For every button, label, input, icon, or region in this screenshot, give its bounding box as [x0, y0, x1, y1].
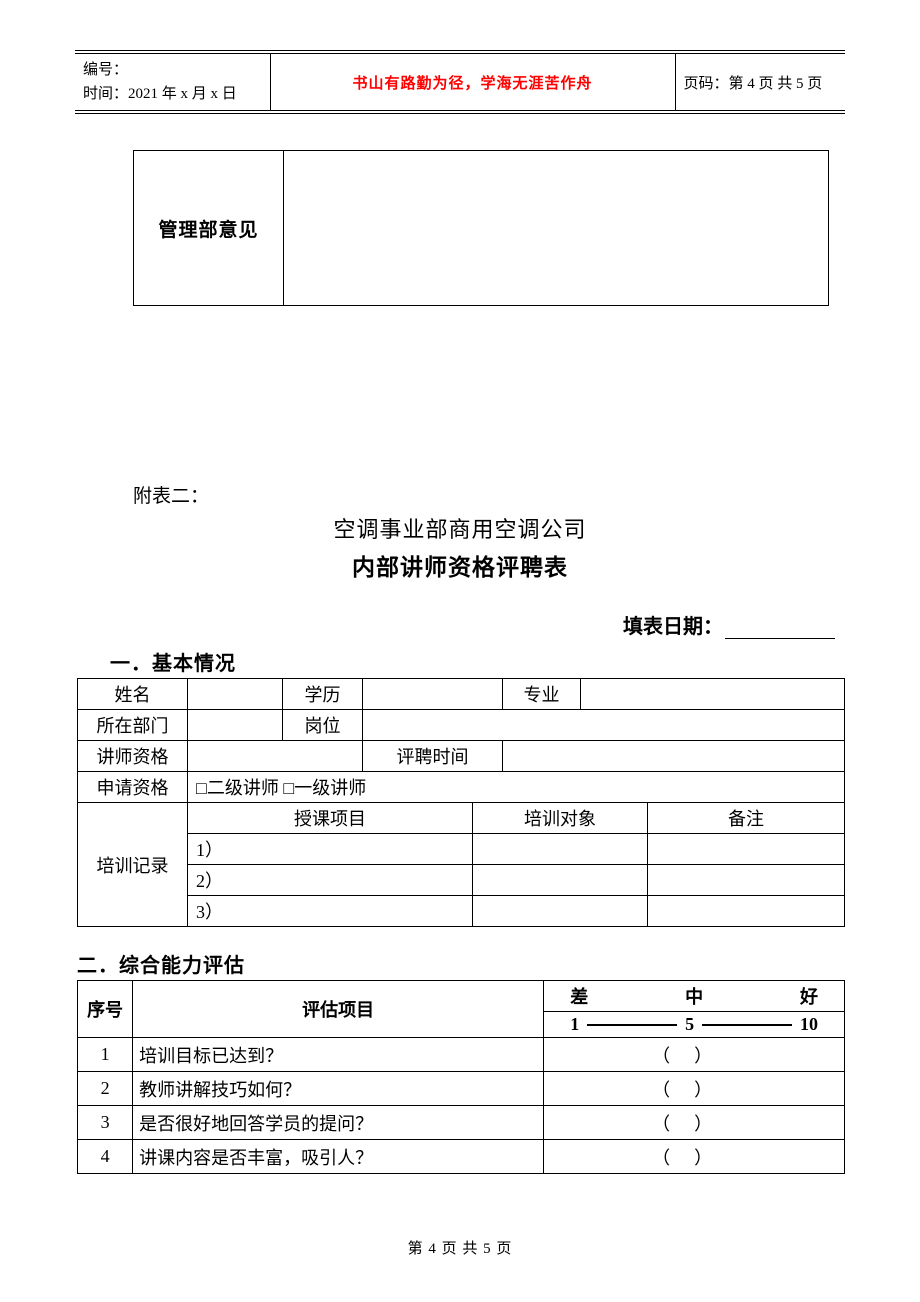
- train-row-1-target: [473, 834, 648, 865]
- val-qual: [188, 741, 363, 772]
- lbl-traintarget: 培训对象: [473, 803, 648, 834]
- lbl-name: 姓名: [78, 679, 188, 710]
- lbl-evaltime: 评聘时间: [363, 741, 503, 772]
- fill-date-underline: [725, 621, 835, 639]
- header-motto: 书山有路勤为径，学海无涯苦作舟: [270, 54, 675, 111]
- opinion-content: [284, 151, 829, 306]
- eval-row: 1 培训目标已达到？ （）: [78, 1038, 845, 1072]
- val-applyqual: □二级讲师 □一级讲师: [188, 772, 845, 803]
- header-top-rule: [75, 50, 845, 51]
- eval-question: 教师讲解技巧如何？: [133, 1072, 544, 1106]
- scale-good: 好: [800, 983, 818, 1009]
- eval-question: 培训目标已达到？: [133, 1038, 544, 1072]
- attach-label: 附表二：: [133, 481, 845, 508]
- col-score-nums: 1 5 10: [544, 1012, 845, 1038]
- val-post: [363, 710, 845, 741]
- train-row-3-target: [473, 896, 648, 927]
- basic-info-table: 姓名 学历 专业 所在部门 岗位 讲师资格 评聘时间 申请资格 □二级讲师 □一…: [77, 678, 845, 803]
- eval-question: 是否很好地回答学员的提问？: [133, 1106, 544, 1140]
- col-seq: 序号: [78, 981, 133, 1038]
- train-row-1-course: 1）: [188, 834, 473, 865]
- scale-line-2: [702, 1024, 792, 1026]
- train-row-2-course: 2）: [188, 865, 473, 896]
- eval-seq: 4: [78, 1140, 133, 1174]
- scale-mid: 中: [685, 983, 703, 1009]
- lbl-dept: 所在部门: [78, 710, 188, 741]
- train-row-1-remark: [648, 834, 845, 865]
- lbl-edu: 学历: [283, 679, 363, 710]
- eval-row: 4 讲课内容是否丰富，吸引人？ （）: [78, 1140, 845, 1174]
- eval-row: 2 教师讲解技巧如何？ （）: [78, 1072, 845, 1106]
- col-item: 评估项目: [133, 981, 544, 1038]
- footer-page: 第 4 页 共 5 页: [0, 1237, 920, 1258]
- train-row-2-remark: [648, 865, 845, 896]
- val-edu: [363, 679, 503, 710]
- eval-score: （）: [544, 1038, 845, 1072]
- section2-heading: 二．综合能力评估: [77, 949, 845, 978]
- header-bottom-rule: [75, 113, 845, 114]
- scale-5: 5: [685, 1014, 694, 1035]
- scale-10: 10: [800, 1014, 818, 1035]
- doc-subtitle: 空调事业部商用空调公司: [75, 512, 845, 544]
- scale-line-1: [587, 1024, 677, 1026]
- doc-title: 内部讲师资格评聘表: [75, 548, 845, 582]
- val-evaltime: [503, 741, 845, 772]
- lbl-post: 岗位: [283, 710, 363, 741]
- header-table: 编号： 时间：2021 年 x 月 x 日 书山有路勤为径，学海无涯苦作舟 页码…: [75, 53, 845, 111]
- opinion-label: 管理部意见: [134, 151, 284, 306]
- scale-bad: 差: [570, 983, 588, 1009]
- section1-heading: 一．基本情况: [110, 647, 845, 676]
- training-record-table: 培训记录 授课项目 培训对象 备注 1） 2） 3）: [77, 802, 845, 927]
- lbl-trainrecord: 培训记录: [78, 803, 188, 927]
- val-major: [581, 679, 845, 710]
- header-docinfo: 编号： 时间：2021 年 x 月 x 日: [75, 54, 270, 111]
- lbl-major: 专业: [503, 679, 581, 710]
- train-row-3-remark: [648, 896, 845, 927]
- eval-row: 3 是否很好地回答学员的提问？ （）: [78, 1106, 845, 1140]
- header-page: 页码：第 4 页 共 5 页: [675, 54, 845, 111]
- eval-score: （）: [544, 1106, 845, 1140]
- eval-score: （）: [544, 1072, 845, 1106]
- doc-no-label: 编号：: [83, 58, 262, 82]
- eval-question: 讲课内容是否丰富，吸引人？: [133, 1140, 544, 1174]
- eval-seq: 1: [78, 1038, 133, 1072]
- lbl-courseitem: 授课项目: [188, 803, 473, 834]
- fill-date-label: 填表日期：: [623, 616, 723, 638]
- lbl-qual: 讲师资格: [78, 741, 188, 772]
- col-score-labels: 差 中 好: [544, 981, 845, 1012]
- eval-table: 序号 评估项目 差 中 好 1 5 10: [77, 980, 845, 1174]
- eval-seq: 3: [78, 1106, 133, 1140]
- doc-time-label: 时间：2021 年 x 月 x 日: [83, 82, 262, 106]
- train-row-3-course: 3）: [188, 896, 473, 927]
- fill-date-row: 填表日期：: [75, 610, 835, 639]
- eval-seq: 2: [78, 1072, 133, 1106]
- val-name: [188, 679, 283, 710]
- eval-score: （）: [544, 1140, 845, 1174]
- train-row-2-target: [473, 865, 648, 896]
- scale-1: 1: [570, 1014, 579, 1035]
- lbl-remark: 备注: [648, 803, 845, 834]
- opinion-table: 管理部意见: [133, 150, 829, 306]
- val-dept: [188, 710, 283, 741]
- lbl-applyqual: 申请资格: [78, 772, 188, 803]
